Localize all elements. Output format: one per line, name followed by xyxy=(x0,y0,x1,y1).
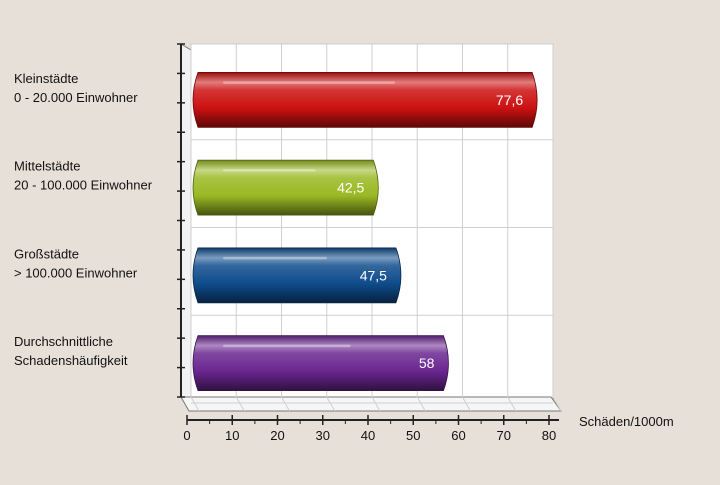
plot-wall-left xyxy=(180,43,192,404)
floor-gridline xyxy=(371,396,381,412)
floor-gridline xyxy=(507,396,517,412)
bar-highlight xyxy=(223,344,351,348)
floor-gridline xyxy=(552,396,562,412)
x-axis-title: Schäden/1000m xyxy=(579,414,674,429)
axes xyxy=(177,43,559,425)
labels: 0 10 20 30 40 50 60 70 80 Schäden/1000m 77,6 Kleins… xyxy=(14,71,674,443)
bar-value-label: 58 xyxy=(419,355,435,371)
x-tick-label: 70 xyxy=(497,428,511,443)
bar-highlight xyxy=(223,256,327,260)
x-tick-label: 40 xyxy=(361,428,375,443)
category-label: Durchschnittliche Schadenshäufigkeit xyxy=(14,334,128,368)
category-label-line: Durchschnittliche xyxy=(14,334,113,349)
x-tick-label: 50 xyxy=(406,428,420,443)
bar xyxy=(192,247,402,304)
floor-gridline xyxy=(190,396,200,412)
category-label-line: 0 - 20.000 Einwohner xyxy=(14,90,138,105)
x-tick-label: 80 xyxy=(542,428,556,443)
category-label-line: Kleinstädte xyxy=(14,71,78,86)
category-label-line: > 100.000 Einwohner xyxy=(14,265,138,280)
x-tick-label: 0 xyxy=(183,428,190,443)
x-tick-label: 20 xyxy=(270,428,284,443)
x-tick-label: 60 xyxy=(451,428,465,443)
floor-gridline xyxy=(326,396,336,412)
bar-value-label: 42,5 xyxy=(337,180,364,196)
category-label-line: Großstädte xyxy=(14,246,79,261)
floor-gridline xyxy=(235,396,245,412)
bar-highlight xyxy=(223,169,316,172)
bar xyxy=(192,335,449,392)
bar-value-label: 77,6 xyxy=(496,92,523,108)
category-label-line: Schadenshäufigkeit xyxy=(14,353,128,368)
x-tick-label: 30 xyxy=(316,428,330,443)
category-label-line: 20 - 100.000 Einwohner xyxy=(14,178,153,193)
category-label: Kleinstädte 0 - 20.000 Einwohner xyxy=(14,71,138,105)
floor-gridline xyxy=(416,396,426,412)
floor-gridline xyxy=(281,396,290,412)
bar xyxy=(192,71,538,128)
category-label: Mittelstädte 20 - 100.000 Einwohner xyxy=(14,159,153,193)
floor-gridline xyxy=(462,396,471,412)
category-label-line: Mittelstädte xyxy=(14,159,80,174)
bar-value-label: 47,5 xyxy=(360,267,387,283)
bars xyxy=(192,71,538,392)
bar xyxy=(192,159,379,216)
bar-highlight xyxy=(223,81,396,84)
x-tick-label: 10 xyxy=(225,428,239,443)
category-label: Großstädte > 100.000 Einwohner xyxy=(14,246,138,280)
